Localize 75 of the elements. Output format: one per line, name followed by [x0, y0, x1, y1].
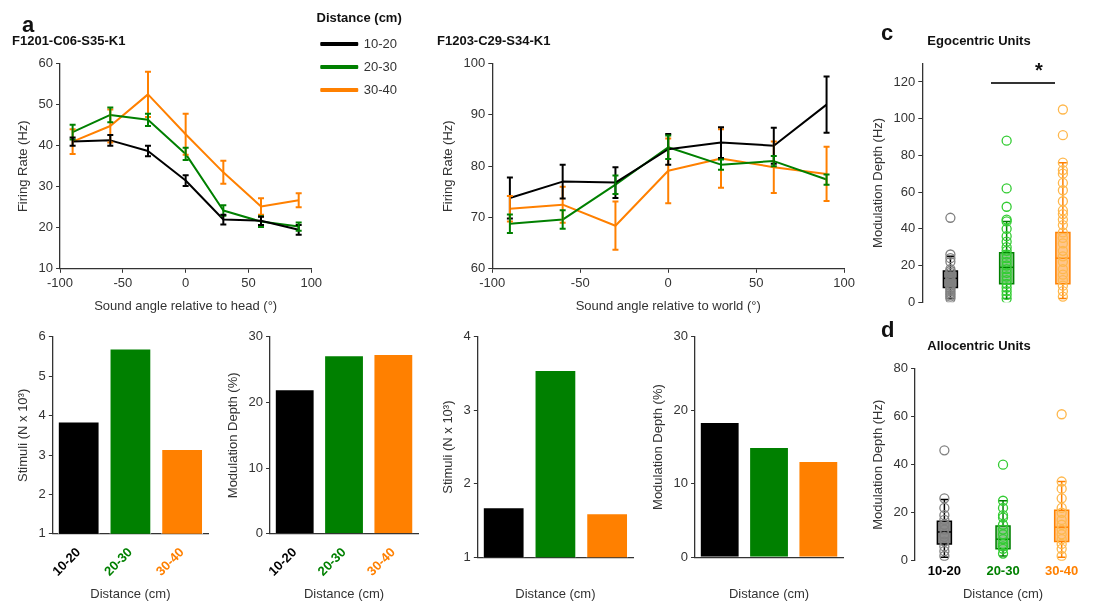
y-tick-label: 60	[470, 260, 486, 276]
legend-label: 10-20	[363, 35, 397, 51]
y-tick-label: 80	[900, 146, 916, 162]
text: d	[881, 317, 895, 342]
y-axis-title: Modulation Depth (Hz)	[870, 117, 886, 248]
legend-title: Distance (cm)	[316, 10, 402, 26]
y-tick-label: 40	[893, 456, 909, 472]
x-tick-label: 0	[182, 275, 190, 291]
x-tick-label: -100	[479, 275, 506, 291]
y-tick-label: 20	[38, 219, 54, 235]
y-axis-title: Stimuli (N x 10³)	[15, 388, 31, 482]
y-tick-label: 60	[900, 183, 916, 199]
y-tick-label: 100	[463, 55, 486, 71]
y-axis-title: Firing Rate (Hz)	[15, 120, 31, 213]
y-tick-label: 40	[38, 137, 54, 153]
x-axis-title: Distance (cm)	[962, 585, 1044, 601]
y-axis-title: Modulation Depth (%)	[225, 372, 241, 499]
x-axis-title: Distance (cm)	[303, 585, 385, 601]
y-tick-label: 30	[38, 178, 54, 194]
x-axis-title: Distance (cm)	[90, 585, 171, 601]
y-tick-label: 3	[38, 446, 46, 462]
y-tick-label: 6	[38, 328, 46, 344]
y-tick-label: 50	[38, 96, 54, 112]
x-axis-title: Sound angle relative to head (°)	[94, 297, 278, 313]
x-tick-label: 50	[748, 275, 764, 291]
x-tick-label: 10-20	[927, 563, 962, 579]
x-tick-label: 100	[833, 275, 856, 291]
x-tick-label: -50	[570, 275, 590, 291]
y-tick-label: 70	[470, 209, 486, 225]
x-tick-label: 20-30	[986, 563, 1020, 579]
y-tick-label: 30	[673, 328, 689, 344]
y-tick-label: 5	[38, 367, 46, 383]
chart-title: Allocentric Units	[927, 338, 1031, 354]
y-tick-label: 80	[893, 360, 909, 376]
y-axis-title: Stimuli (N x 10³)	[440, 400, 456, 494]
x-tick-label: -100	[47, 275, 74, 291]
x-axis-title: Sound angle relative to world (°)	[575, 297, 761, 313]
y-tick-label: 60	[893, 408, 909, 424]
y-axis-title: Modulation Depth (Hz)	[870, 399, 886, 530]
y-tick-label: 2	[463, 475, 471, 491]
y-tick-label: 80	[470, 157, 486, 173]
y-tick-label: 20	[673, 401, 689, 417]
y-tick-label: 20	[248, 394, 264, 410]
x-tick-label: 30-40	[1045, 563, 1079, 579]
y-tick-label: 20	[900, 257, 916, 273]
y-tick-label: 90	[470, 106, 486, 122]
y-axis-title: Firing Rate (Hz)	[440, 120, 456, 213]
y-tick-label: 20	[893, 504, 909, 520]
chart-title: F1203-C29-S34-K1	[437, 33, 551, 49]
y-tick-label: 4	[38, 407, 46, 423]
y-tick-label: 4	[463, 328, 471, 344]
x-tick-label: -50	[113, 275, 133, 291]
y-tick-label: 2	[38, 486, 46, 502]
annotation: *	[1035, 59, 1043, 81]
y-tick-label: 40	[900, 220, 916, 236]
y-tick-label: 120	[893, 73, 916, 89]
legend-label: 20-30	[363, 58, 397, 74]
y-tick-label: 0	[908, 293, 916, 309]
text: c	[881, 20, 894, 45]
y-tick-label: 30	[248, 328, 264, 344]
y-tick-label: 0	[255, 525, 264, 541]
y-axis-title: Modulation Depth (%)	[650, 384, 666, 510]
y-tick-label: 100	[893, 110, 916, 126]
y-tick-label: 10	[673, 475, 689, 491]
y-tick-label: 10	[248, 459, 264, 475]
x-axis-title: Distance (cm)	[515, 585, 596, 601]
x-axis-title: Distance (cm)	[728, 585, 810, 601]
y-tick-label: 3	[463, 401, 471, 417]
legend-label: 30-40	[363, 81, 397, 97]
y-tick-label: 10	[38, 260, 54, 276]
y-tick-label: 1	[38, 525, 46, 541]
y-tick-label: 60	[38, 55, 54, 71]
y-tick-label: 1	[463, 548, 471, 564]
chart-title: Egocentric Units	[927, 33, 1031, 49]
x-tick-label: 100	[300, 275, 323, 291]
